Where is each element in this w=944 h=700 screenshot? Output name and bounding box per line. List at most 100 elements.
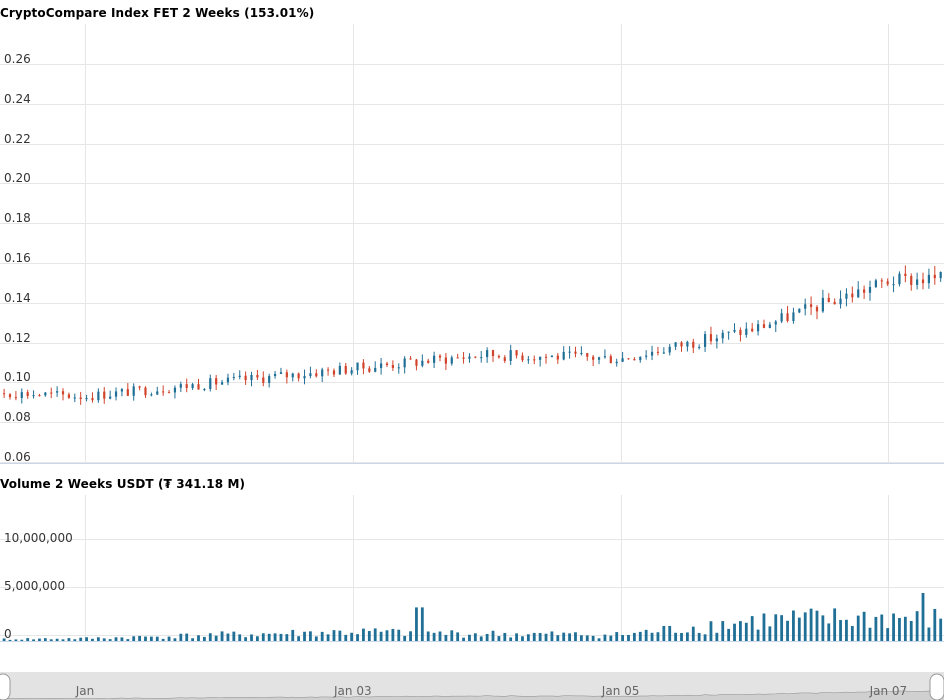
volume-bar bbox=[756, 629, 760, 641]
volume-bar bbox=[803, 612, 807, 641]
price-candle bbox=[480, 350, 483, 363]
volume-bar bbox=[114, 637, 118, 641]
price-candle bbox=[521, 352, 524, 363]
price-candle bbox=[67, 392, 71, 399]
volume-bar bbox=[250, 634, 253, 641]
volume-bar bbox=[526, 634, 530, 641]
volume-bar bbox=[438, 631, 442, 641]
volume-bar bbox=[880, 614, 884, 641]
volume-bar bbox=[49, 639, 53, 641]
price-candle bbox=[815, 305, 819, 320]
price-candle bbox=[126, 383, 129, 396]
volume-bar bbox=[362, 628, 365, 641]
volume-bar bbox=[497, 636, 501, 641]
price-y-tick-label: 0.26 bbox=[4, 52, 31, 66]
price-candle bbox=[939, 271, 942, 282]
price-candle bbox=[774, 319, 777, 333]
price-candle bbox=[539, 356, 542, 367]
price-candle bbox=[256, 369, 259, 380]
price-candle bbox=[279, 367, 283, 374]
volume-bar bbox=[126, 639, 130, 641]
volume-bar bbox=[32, 639, 35, 641]
volume-bars bbox=[2, 593, 943, 641]
volume-bar bbox=[332, 630, 336, 641]
price-candle bbox=[798, 308, 801, 314]
price-candle bbox=[138, 385, 141, 391]
volume-bar bbox=[862, 611, 866, 641]
price-candle bbox=[415, 358, 418, 371]
volume-bar bbox=[267, 633, 271, 641]
price-candle bbox=[297, 372, 300, 382]
volume-bar bbox=[450, 630, 454, 641]
price-candle bbox=[851, 286, 854, 303]
price-candle bbox=[85, 394, 88, 402]
volume-bar bbox=[179, 633, 183, 641]
volume-bar bbox=[138, 635, 141, 641]
price-candle bbox=[132, 383, 135, 401]
price-candle bbox=[574, 346, 577, 358]
volume-bar bbox=[868, 627, 872, 641]
price-candle bbox=[433, 351, 436, 369]
price-candle bbox=[150, 392, 153, 397]
price-candle bbox=[509, 344, 512, 365]
price-candle bbox=[715, 334, 718, 349]
volume-bar bbox=[532, 632, 536, 641]
navigator-right-handle[interactable] bbox=[929, 673, 944, 700]
navigator-left-handle[interactable] bbox=[0, 673, 11, 700]
price-candle bbox=[250, 371, 253, 387]
volume-bar bbox=[202, 636, 206, 641]
price-candle bbox=[427, 358, 430, 364]
price-candle bbox=[438, 354, 442, 362]
navigator-x-tick-label: Jan 03 bbox=[333, 684, 372, 698]
price-candle bbox=[621, 352, 624, 363]
volume-bar bbox=[585, 635, 589, 641]
volume-bar bbox=[674, 632, 678, 641]
price-candle bbox=[326, 367, 330, 376]
volume-bar bbox=[697, 632, 701, 641]
price-candle bbox=[733, 323, 736, 334]
price-candle bbox=[309, 366, 312, 379]
price-candle bbox=[291, 372, 294, 382]
volume-bar bbox=[379, 631, 383, 641]
price-candle bbox=[262, 371, 265, 387]
price-candle bbox=[857, 281, 860, 298]
price-candle bbox=[350, 367, 353, 376]
volume-bar bbox=[856, 615, 860, 641]
volume-bar bbox=[591, 635, 595, 641]
volume-bar bbox=[420, 607, 424, 641]
price-candle bbox=[238, 370, 241, 380]
price-candle bbox=[120, 388, 124, 397]
price-candle bbox=[491, 349, 495, 362]
price-candle bbox=[114, 387, 118, 401]
volume-bar bbox=[297, 636, 301, 641]
navigator-x-tick-label: Jan 07 bbox=[869, 684, 908, 698]
volume-bar bbox=[733, 623, 736, 641]
volume-bar bbox=[909, 620, 913, 641]
price-candle bbox=[686, 340, 689, 352]
price-candle bbox=[185, 378, 188, 393]
price-candle bbox=[845, 288, 848, 307]
price-candle bbox=[898, 271, 901, 287]
price-candle bbox=[321, 367, 324, 383]
price-candle bbox=[79, 391, 82, 405]
price-candle bbox=[597, 356, 601, 365]
price-candle bbox=[786, 306, 789, 323]
volume-bar bbox=[285, 634, 289, 641]
price-candle bbox=[179, 381, 182, 393]
volume-chart-title: Volume 2 Weeks USDT (₮ 341.18 M) bbox=[0, 477, 245, 491]
price-candle bbox=[338, 362, 341, 375]
volume-bar bbox=[350, 632, 354, 641]
volume-bar bbox=[544, 633, 548, 641]
price-y-tick-label: 0.06 bbox=[4, 450, 31, 464]
volume-bar bbox=[14, 639, 18, 641]
price-candle bbox=[927, 268, 931, 289]
volume-bar bbox=[650, 632, 654, 641]
volume-bar bbox=[915, 611, 919, 641]
price-candle bbox=[727, 331, 730, 340]
volume-bar bbox=[721, 621, 725, 641]
volume-bar bbox=[279, 633, 283, 641]
volume-bar bbox=[597, 638, 601, 641]
price-y-tick-label: 0.18 bbox=[4, 211, 31, 225]
